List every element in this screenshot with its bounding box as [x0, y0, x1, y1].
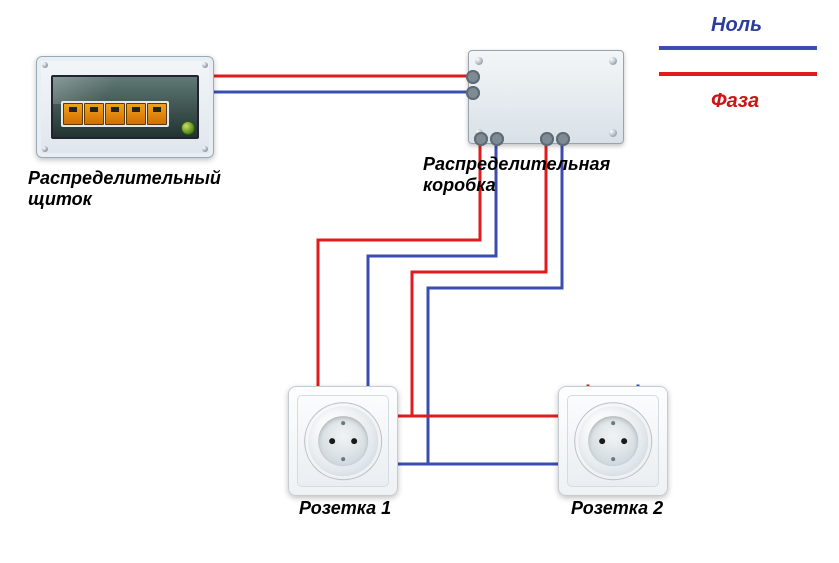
socket-2 — [558, 386, 668, 496]
wire-phase — [212, 76, 480, 142]
wiring-diagram: { "type": "wiring-diagram", "background_… — [0, 0, 839, 563]
wire-neutral — [212, 92, 496, 142]
distribution-panel — [36, 56, 214, 158]
legend-neutral-line — [659, 46, 817, 50]
panel-window — [51, 75, 199, 139]
panel-din-rail — [61, 101, 169, 127]
distribution-panel-label: Распределительный щиток — [28, 168, 221, 209]
legend-neutral-label: Ноль — [711, 14, 762, 37]
legend-phase-label: Фаза — [711, 90, 759, 113]
socket-1-label: Розетка 1 — [299, 498, 391, 519]
socket-1 — [288, 386, 398, 496]
socket-1-well — [318, 416, 368, 466]
panel-pe-terminal — [181, 121, 195, 135]
socket-2-well — [588, 416, 638, 466]
junction-box-label: Распределительная коробка — [423, 154, 610, 195]
legend-phase-line — [659, 72, 817, 76]
socket-2-label: Розетка 2 — [571, 498, 663, 519]
junction-box — [468, 50, 624, 144]
